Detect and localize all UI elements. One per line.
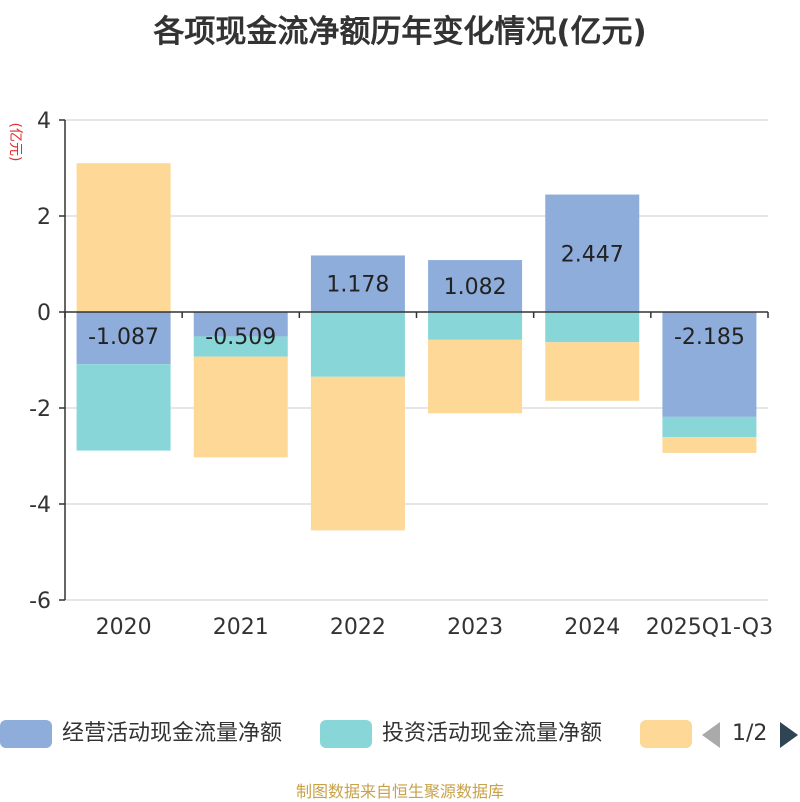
- bar-financing-2022: [310, 376, 405, 531]
- bar-investing-2022: [310, 312, 405, 377]
- data-label-operating-2020: -1.087: [88, 325, 159, 350]
- x-tick-label: 2021: [213, 615, 269, 640]
- legend-next-page-icon[interactable]: [780, 722, 800, 748]
- x-tick-label: 2025Q1-Q3: [646, 615, 773, 640]
- source-note: 制图数据来自恒生聚源数据库: [295, 782, 504, 801]
- data-label-operating-2025Q1-Q3: -2.185: [674, 325, 745, 350]
- y-tick-label: -2: [29, 397, 51, 422]
- bar-financing-2024: [545, 342, 640, 401]
- y-tick-label: 4: [37, 109, 51, 134]
- bar-investing-2024: [545, 312, 640, 343]
- legend-swatch-operating: [0, 720, 52, 748]
- legend-swatch-investing: [320, 720, 372, 748]
- bar-investing-2020: [76, 364, 171, 451]
- bar-investing-2023: [428, 312, 523, 340]
- grid-lines: [65, 119, 768, 601]
- bar-operating-2020: [76, 312, 171, 365]
- bar-operating-2021: [193, 312, 288, 337]
- data-label-operating-2021: -0.509: [205, 325, 276, 350]
- legend-page-indicator: 1/2: [732, 721, 768, 746]
- bar-financing-2021: [193, 356, 288, 458]
- data-label-operating-2023: 1.082: [444, 275, 507, 300]
- legend-prev-page-icon[interactable]: [702, 722, 722, 748]
- bar-operating-2022: [310, 255, 405, 312]
- x-tick-label: 2022: [330, 615, 386, 640]
- data-labels: -1.087 -0.509 1.178 1.082 2.447 -2.185: [88, 242, 745, 350]
- x-tick-label: 2020: [96, 615, 152, 640]
- x-tick-label: 2024: [564, 615, 620, 640]
- data-label-operating-2024: 2.447: [561, 242, 624, 267]
- legend: 经营活动现金流量净额 投资活动现金流量净额 1/2: [0, 714, 800, 754]
- chart-title: 各项现金流净额历年变化情况(亿元): [153, 14, 647, 50]
- bar-financing-2025Q1-Q3: [662, 437, 757, 453]
- bars: [76, 163, 757, 531]
- legend-label-investing: 投资活动现金流量净额: [382, 721, 603, 746]
- y-tick-label: 2: [37, 205, 51, 230]
- axes: 4 2 0 -2 -4 -6 (亿元) 2020 2021 2022 2023 2024 2025Q1-…: [7, 109, 773, 640]
- bar-operating-2024: [545, 194, 640, 312]
- data-label-operating-2022: 1.178: [326, 273, 389, 298]
- x-tick-label: 2023: [447, 615, 503, 640]
- legend-label-operating: 经营活动现金流量净额: [62, 721, 283, 746]
- bar-operating-2023: [428, 260, 523, 312]
- bar-financing-2020: [76, 163, 171, 312]
- bar-operating-2025Q1-Q3: [662, 312, 757, 417]
- bar-investing-2025Q1-Q3: [662, 416, 757, 438]
- bar-financing-2023: [428, 339, 523, 414]
- legend-swatch-financing: [640, 720, 692, 748]
- y-tick-label: -4: [29, 493, 51, 518]
- bar-investing-2021: [193, 336, 288, 357]
- y-tick-label: -6: [29, 589, 51, 614]
- y-tick-label: 0: [37, 301, 51, 326]
- y-axis-label: (亿元): [7, 123, 23, 162]
